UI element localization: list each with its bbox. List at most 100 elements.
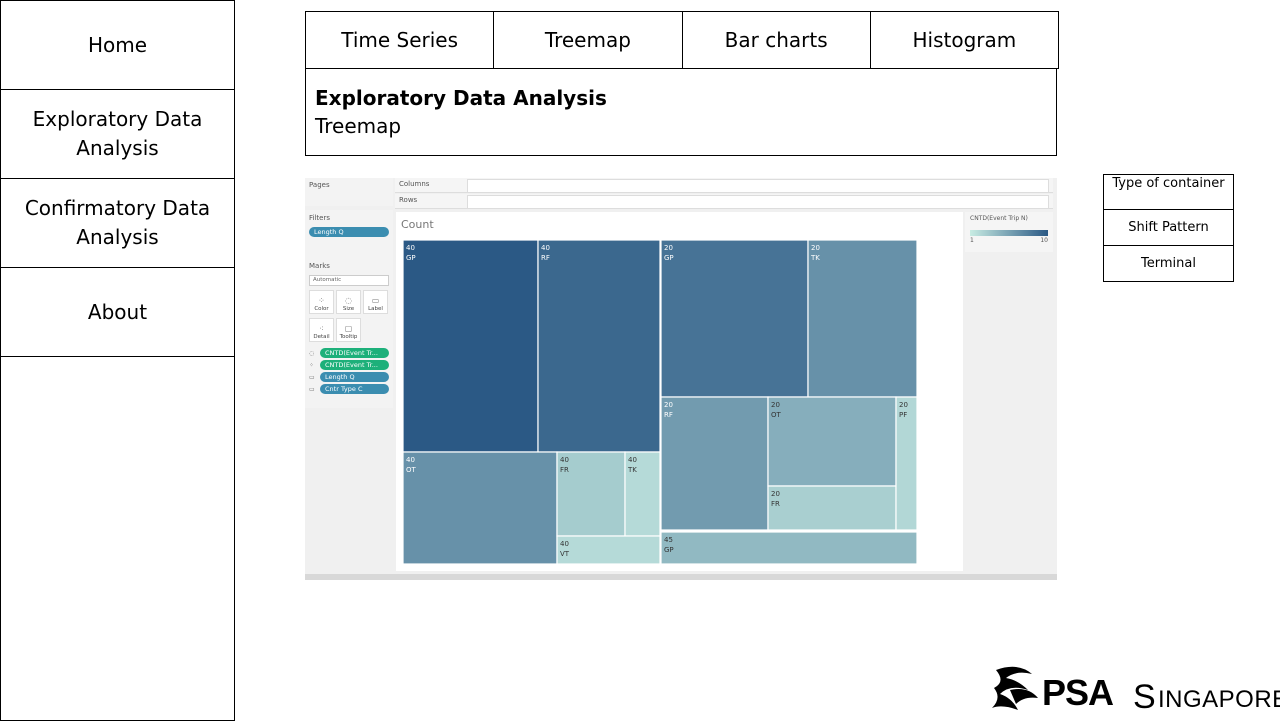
treemap-cell-20-fr[interactable] [767, 485, 897, 531]
mark-pill-size[interactable]: CNTD(Event Tr... [320, 348, 389, 358]
mark-label-label: Label [368, 306, 383, 312]
treemap-cell-40-gp[interactable] [402, 239, 539, 453]
pages-card: Pages [305, 178, 393, 206]
mark-size-label: Size [342, 306, 355, 312]
treemap-cell-type-label: TK [810, 254, 820, 262]
nav-exploratory-data-analysis[interactable]: Exploratory Data Analysis [1, 90, 234, 179]
chart-tabs: Time Series Treemap Bar charts Histogram [305, 11, 1059, 69]
tooltip-icon: ▢ [344, 324, 353, 333]
logo-singapore-initial: S [1133, 678, 1156, 716]
treemap-cell-length-label: 20 [811, 244, 820, 252]
psa-singapore-logo: PSA S INGAPORE [988, 664, 1280, 718]
treemap-cell-type-label: RF [664, 411, 673, 419]
nav-home[interactable]: Home [1, 1, 234, 90]
detail-icon: ⁖ [319, 324, 324, 333]
treemap-cell-40-vt[interactable] [556, 535, 661, 565]
nav-confirmatory-data-analysis[interactable]: Confirmatory Data Analysis [1, 179, 234, 268]
terminal-option[interactable]: Terminal [1141, 255, 1196, 271]
legend-gradient [970, 230, 1048, 236]
logo-psa-text: PSA [1042, 672, 1114, 713]
treemap-cell-20-tk[interactable] [807, 239, 918, 398]
treemap-cell-length-label: 40 [560, 456, 569, 464]
shift-pattern-option[interactable]: Shift Pattern [1104, 210, 1233, 246]
size-icon: ◌ [345, 296, 352, 305]
treemap-cell-20-ot[interactable] [767, 396, 897, 487]
container-filter-panel: Type of container Shift Pattern Terminal [1103, 174, 1234, 282]
filters-card: Filters Length Q [305, 210, 393, 258]
treemap-cell-20-gp[interactable] [660, 239, 809, 398]
sheet-tabs-strip [305, 574, 1057, 580]
type-of-container-header: Type of container [1104, 175, 1233, 210]
mark-label-button[interactable]: ▭ Label [363, 290, 388, 314]
chart-title: Count [401, 218, 434, 231]
mark-color-button[interactable]: ⁘ Color [309, 290, 334, 314]
treemap-cell-20-rf[interactable] [660, 396, 769, 531]
mark-size-button[interactable]: ◌ Size [336, 290, 361, 314]
treemap-cell-type-label: GP [406, 254, 416, 262]
color-icon: ⁘ [309, 361, 315, 369]
tab-bar-charts[interactable]: Bar charts [683, 12, 871, 68]
treemap-cell-40-fr[interactable] [556, 451, 626, 537]
legend-title: CNTD(Event Trip N) [970, 215, 1028, 222]
label-icon: ▭ [309, 373, 315, 381]
mark-color-label: Color [314, 306, 329, 312]
sidebar-nav: Home Exploratory Data Analysis Confirmat… [0, 0, 235, 721]
treemap-cell-length-label: 20 [899, 401, 908, 409]
treemap-cell-length-label: 20 [771, 490, 780, 498]
tab-histogram[interactable]: Histogram [912, 28, 1017, 52]
treemap-cell-type-label: VT [560, 550, 570, 558]
treemap-cell-length-label: 20 [771, 401, 780, 409]
mark-tooltip-button[interactable]: ▢ Tooltip [336, 318, 361, 342]
mark-detail-button[interactable]: ⁖ Detail [309, 318, 334, 342]
legend-min: 1 [970, 237, 974, 244]
treemap-cell-length-label: 45 [664, 536, 673, 544]
treemap-cell-40-ot[interactable] [402, 451, 558, 565]
psa-emblem-icon [992, 666, 1038, 710]
treemap-cell-type-label: PF [899, 411, 907, 419]
page-subtitle: Treemap [315, 114, 402, 138]
legend-max: 10 [1040, 237, 1048, 244]
treemap-cell-20-pf[interactable] [895, 396, 918, 531]
rows-drop-area[interactable] [467, 195, 1049, 209]
header-panel: Exploratory Data Analysis Treemap [305, 68, 1057, 156]
treemap-cell-length-label: 40 [406, 244, 415, 252]
logo-singapore-rest: INGAPORE [1158, 686, 1280, 713]
tab-treemap[interactable]: Treemap [494, 12, 683, 68]
treemap-chart: 40 GP 40 RF 40 OT 40 FR 40 TK 40 VT 20 GP 20 TK 20 RF 20 OT… [402, 239, 918, 565]
treemap-cell-length-label: 20 [664, 401, 673, 409]
marks-card: Marks Automatic ⁘ Color ◌ Size ▭ Label ⁖ Det… [305, 258, 393, 408]
page-title: Exploratory Data Analysis [315, 86, 607, 110]
label-icon: ▭ [309, 385, 315, 393]
mark-type-value: Automatic [313, 277, 342, 283]
mark-pill-color[interactable]: CNTD(Event Tr... [320, 360, 389, 370]
treemap-cell-type-label: FR [771, 500, 780, 508]
treemap-cell-45-gp[interactable] [660, 531, 918, 565]
columns-shelf[interactable]: Columns [395, 178, 1053, 193]
mark-pill-cntr-type[interactable]: Cntr Type C [320, 384, 389, 394]
tableau-workspace: Pages Filters Length Q Marks Automatic ⁘… [305, 178, 1057, 580]
treemap-cell-type-label: OT [771, 411, 782, 419]
treemap-cell-length-label: 40 [406, 456, 415, 464]
treemap-cell-40-tk[interactable] [624, 451, 661, 537]
mark-pill-length[interactable]: Length Q [320, 372, 389, 382]
treemap-cell-type-label: FR [560, 466, 569, 474]
treemap-cell-type-label: RF [541, 254, 550, 262]
columns-label: Columns [399, 180, 430, 188]
treemap-cell-40-rf[interactable] [537, 239, 661, 453]
tab-time-series[interactable]: Time Series [306, 12, 495, 68]
mark-tooltip-label: Tooltip [339, 334, 358, 340]
rows-shelf[interactable]: Rows [395, 194, 1053, 209]
size-icon: ◌ [309, 349, 315, 357]
label-icon: ▭ [371, 296, 380, 305]
treemap-cell-type-label: GP [664, 546, 674, 554]
treemap-cell-length-label: 40 [560, 540, 569, 548]
nav-about[interactable]: About [1, 268, 234, 357]
mark-type-dropdown[interactable]: Automatic [309, 275, 389, 286]
treemap-cell-type-label: TK [627, 466, 637, 474]
columns-drop-area[interactable] [467, 179, 1049, 193]
filter-pill-length-q[interactable]: Length Q [309, 227, 389, 237]
treemap-cell-length-label: 40 [628, 456, 637, 464]
treemap-view: Count 40 GP 40 RF 40 OT 40 FR 40 TK 40 VT 20 GP 20 TK 20… [396, 212, 963, 571]
filters-label: Filters [309, 214, 330, 222]
pages-label: Pages [309, 181, 330, 189]
